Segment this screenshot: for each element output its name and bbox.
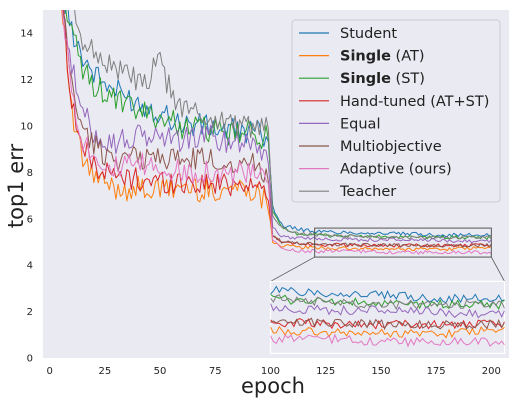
y-axis-label: top1 err [4,144,28,229]
legend-label: Adaptive (ours) [340,162,452,178]
tick-layer: 0 25 50 75 100 125 150 175 200 0 2 4 6 8 10 12 14 [20,29,501,377]
inset-series-line [270,303,505,319]
inset-series-line [270,294,505,311]
inset-layer [269,227,506,354]
inset-series-line [270,285,505,304]
legend-label: Equal [340,116,380,132]
x-tick-label: 125 [316,366,335,377]
y-tick-label: 0 [27,354,33,365]
zoom-connector-right [490,256,505,282]
x-tick-label: 75 [209,366,222,377]
zoom-source-box [314,227,492,258]
y-tick-label: 8 [27,168,33,179]
x-tick-label: 175 [427,366,446,377]
inset-panel [269,280,506,354]
series-line [61,10,492,252]
inset-series-line [270,325,505,339]
x-tick-label: 100 [261,366,280,377]
series-line [62,10,492,248]
y-tick-label: 12 [20,75,33,86]
legend-label: Multiobjective [340,139,442,155]
x-tick-label: 50 [154,366,167,377]
x-tick-label: 0 [46,366,52,377]
y-tick-label: 14 [20,29,33,40]
legend-label: Teacher [339,184,396,200]
series-line [61,10,492,244]
x-tick-label: 200 [482,366,501,377]
y-tick-label: 6 [27,214,33,225]
inset-series-line [270,317,505,331]
inset-series-line [270,318,505,330]
series-layer [61,10,492,255]
legend: Student Single (AT) Single (ST) Hand-tuned … [291,19,501,203]
legend-label: Hand-tuned (AT+ST) [340,94,489,110]
inset-series-line [270,333,505,348]
zoom-connector-left [270,256,315,282]
series-line [74,10,492,240]
series-line [64,10,492,238]
x-axis-label: epoch [241,374,305,398]
x-tick-label: 25 [98,366,111,377]
y-tick-label: 10 [20,122,33,133]
x-tick-label: 150 [371,366,390,377]
legend-label: Single (AT) [340,49,425,65]
legend-label: Student [340,26,397,42]
y-tick-label: 4 [27,261,33,272]
series-line [62,10,492,255]
legend-frame [291,19,501,203]
legend-label: Single (ST) [340,71,425,87]
y-tick-label: 2 [27,307,33,318]
